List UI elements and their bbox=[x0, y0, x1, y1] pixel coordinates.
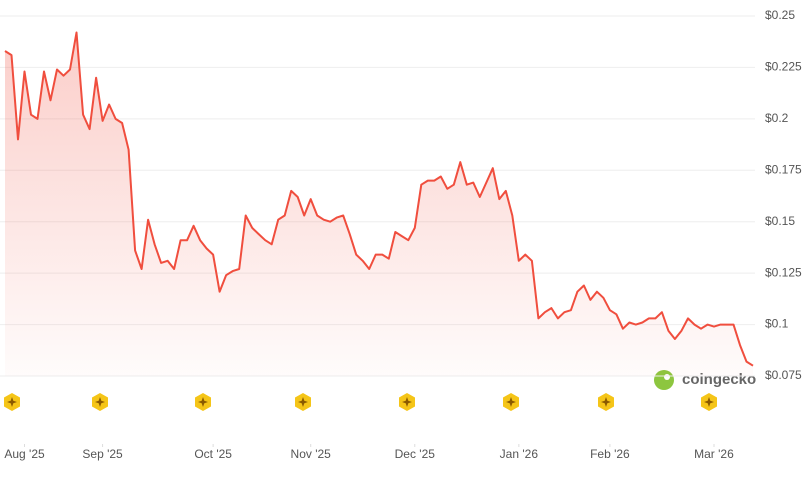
y-tick-label: $0.075 bbox=[765, 368, 802, 382]
event-marker[interactable] bbox=[92, 393, 108, 411]
event-marker[interactable] bbox=[295, 393, 311, 411]
event-marker[interactable] bbox=[598, 393, 614, 411]
x-tick-label: Feb '26 bbox=[590, 447, 630, 461]
y-tick-label: $0.125 bbox=[765, 265, 802, 279]
x-tick-label: Oct '25 bbox=[194, 447, 232, 461]
x-tick-label: Dec '25 bbox=[395, 447, 436, 461]
area-fill bbox=[5, 32, 753, 376]
x-tick-label: Aug '25 bbox=[4, 447, 45, 461]
y-tick-label: $0.175 bbox=[765, 162, 802, 176]
x-tick-label: Mar '26 bbox=[694, 447, 734, 461]
event-marker[interactable] bbox=[503, 393, 519, 411]
x-tick-label: Jan '26 bbox=[500, 447, 539, 461]
y-tick-label: $0.15 bbox=[765, 214, 795, 228]
y-tick-label: $0.1 bbox=[765, 317, 789, 331]
y-tick-label: $0.225 bbox=[765, 60, 802, 74]
event-marker[interactable] bbox=[4, 393, 20, 411]
event-marker[interactable] bbox=[399, 393, 415, 411]
y-tick-label: $0.2 bbox=[765, 111, 789, 125]
event-marker[interactable] bbox=[195, 393, 211, 411]
x-tick-label: Sep '25 bbox=[82, 447, 123, 461]
event-marker[interactable] bbox=[701, 393, 717, 411]
y-tick-label: $0.25 bbox=[765, 8, 795, 22]
x-tick-label: Nov '25 bbox=[291, 447, 332, 461]
price-line bbox=[4, 31, 754, 367]
event-markers bbox=[4, 393, 717, 411]
